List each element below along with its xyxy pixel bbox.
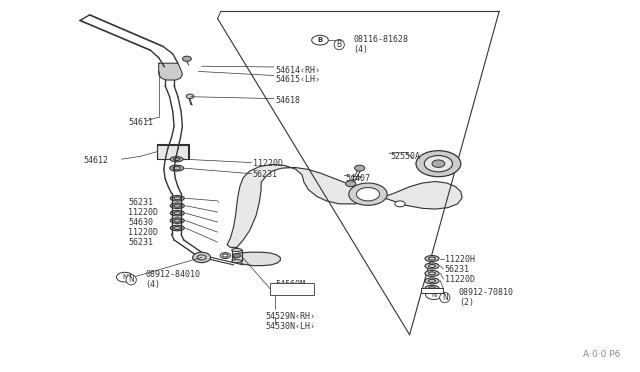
Text: 56231: 56231: [128, 198, 153, 207]
Text: 08912-70810
(2): 08912-70810 (2): [459, 288, 514, 307]
Text: 54407: 54407: [346, 174, 371, 183]
Text: 11220H: 11220H: [445, 255, 475, 264]
Circle shape: [355, 165, 365, 171]
Polygon shape: [234, 252, 280, 266]
Text: 54615‹LH›: 54615‹LH›: [275, 75, 320, 84]
Circle shape: [186, 94, 194, 99]
Ellipse shape: [170, 165, 184, 171]
FancyBboxPatch shape: [421, 288, 443, 293]
Ellipse shape: [220, 253, 230, 259]
Text: 56231: 56231: [445, 265, 470, 274]
Text: 08116-81628
(4): 08116-81628 (4): [353, 35, 408, 54]
Polygon shape: [159, 63, 182, 80]
Text: 54560M: 54560M: [275, 280, 305, 289]
Text: 54618: 54618: [275, 96, 300, 105]
Text: 54530N‹LH›: 54530N‹LH›: [266, 322, 316, 331]
Text: N: N: [431, 292, 436, 298]
Text: 54612: 54612: [83, 156, 108, 165]
Text: 56231: 56231: [253, 170, 278, 179]
Circle shape: [349, 183, 387, 205]
Text: 11220D: 11220D: [128, 208, 158, 217]
Circle shape: [346, 181, 356, 187]
Text: 56231: 56231: [128, 238, 153, 247]
Ellipse shape: [232, 260, 242, 263]
FancyBboxPatch shape: [157, 145, 188, 159]
Text: 54614‹RH›: 54614‹RH›: [275, 66, 320, 75]
Text: B: B: [317, 37, 323, 43]
Circle shape: [432, 160, 445, 167]
Ellipse shape: [425, 285, 439, 291]
Circle shape: [193, 252, 211, 263]
Polygon shape: [227, 164, 462, 247]
Text: 54611: 54611: [128, 118, 153, 127]
Circle shape: [356, 187, 380, 201]
Ellipse shape: [170, 211, 184, 216]
Ellipse shape: [170, 225, 184, 231]
Text: 54529N‹RH›: 54529N‹RH›: [266, 312, 316, 321]
Text: N: N: [442, 293, 447, 302]
Text: N: N: [122, 274, 127, 280]
Ellipse shape: [223, 254, 228, 257]
Circle shape: [416, 151, 461, 177]
Ellipse shape: [425, 256, 439, 262]
Ellipse shape: [425, 278, 439, 284]
Ellipse shape: [170, 218, 184, 223]
Circle shape: [233, 253, 241, 258]
Ellipse shape: [425, 270, 439, 276]
Text: 11220D: 11220D: [253, 159, 283, 168]
Ellipse shape: [170, 203, 184, 208]
FancyBboxPatch shape: [270, 283, 314, 295]
Circle shape: [424, 155, 452, 172]
Text: 11220D: 11220D: [128, 228, 158, 237]
Text: 54630: 54630: [128, 218, 153, 227]
Text: 52550A: 52550A: [390, 152, 420, 161]
Circle shape: [182, 56, 191, 61]
Circle shape: [395, 201, 405, 207]
Ellipse shape: [425, 263, 439, 269]
Text: 08912-84010
(4): 08912-84010 (4): [145, 270, 200, 289]
Ellipse shape: [232, 248, 242, 251]
Ellipse shape: [170, 196, 184, 201]
Text: N: N: [129, 275, 134, 284]
Text: A·0·0 P6: A·0·0 P6: [584, 350, 621, 359]
Text: B: B: [337, 40, 342, 49]
Text: 11220D: 11220D: [445, 275, 475, 284]
Ellipse shape: [170, 157, 183, 162]
